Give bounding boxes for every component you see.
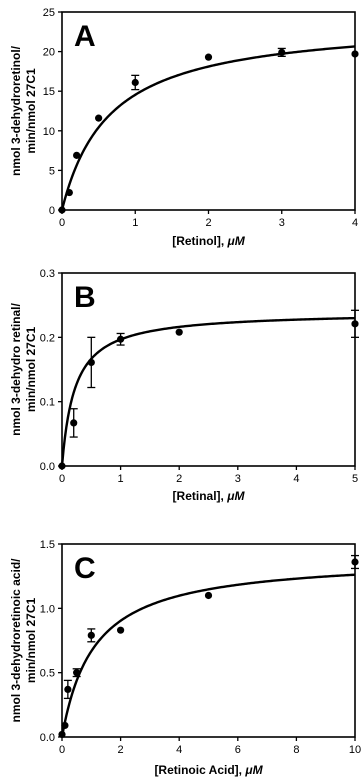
y-tick-label: 10 [43, 126, 55, 138]
data-point [87, 358, 95, 367]
data-point [70, 419, 78, 427]
x-tick-label: 6 [235, 744, 241, 756]
data-point [278, 48, 286, 56]
data-point [87, 631, 95, 639]
x-tick-label: 8 [293, 744, 299, 756]
y-tick-label: 0 [49, 205, 55, 217]
panel-label: C [74, 552, 96, 585]
fit-curve [60, 316, 356, 467]
fit-curve [60, 45, 356, 211]
y-tick-label: 1.0 [40, 603, 55, 615]
data-point [117, 335, 125, 343]
data-point [58, 462, 66, 470]
data-point [175, 328, 183, 336]
data-point [61, 721, 69, 730]
data-point [351, 320, 359, 328]
y-tick-label: 0.0 [40, 732, 55, 744]
x-tick-label: 0 [59, 217, 65, 229]
x-tick-label: 2 [205, 217, 211, 229]
x-tick-label: 5 [352, 473, 358, 485]
y-axis-label-line-2: min/nmol 27C1 [24, 598, 38, 684]
x-tick-label: 2 [118, 744, 124, 756]
data-point [117, 626, 125, 634]
x-tick-label: 2 [176, 473, 182, 485]
x-tick-label: 0 [59, 473, 65, 485]
data-point [65, 188, 73, 197]
y-tick-label: 25 [43, 7, 55, 19]
y-axis-label-line-1: nmol 3-dehydro retinal/ [9, 302, 23, 435]
y-tick-label: 1.5 [40, 539, 55, 551]
y-tick-label: 0.2 [40, 332, 55, 344]
x-tick-label: 4 [176, 744, 182, 756]
y-tick-label: 5 [49, 165, 55, 177]
y-tick-label: 15 [43, 86, 55, 98]
x-tick-label: 10 [349, 744, 361, 756]
y-axis-label-line-2: min/nmol 27C1 [24, 68, 38, 154]
x-axis-label: [Retinoic Acid], μM [154, 763, 263, 777]
y-tick-label: 0.1 [40, 397, 55, 409]
x-tick-label: 1 [132, 217, 138, 229]
y-axis-label-line-2: min/nmol 27C1 [24, 327, 38, 413]
data-point [204, 53, 213, 61]
data-point [58, 206, 66, 214]
x-tick-label: 3 [279, 217, 285, 229]
x-axis-label: [Retinol], μM [172, 234, 246, 248]
x-axis-label: [Retinal], μM [173, 489, 246, 503]
panel-label: A [74, 20, 96, 53]
data-point [131, 78, 139, 87]
x-tick-label: 4 [352, 217, 358, 229]
plot-frame [61, 272, 356, 467]
y-tick-label: 20 [43, 47, 55, 59]
data-point [351, 50, 359, 58]
x-tick-label: 4 [293, 473, 299, 485]
data-point [73, 669, 81, 677]
data-point [95, 114, 103, 122]
data-point [351, 558, 359, 566]
y-tick-label: 0.3 [40, 268, 55, 280]
chart-panel-c: 0 2 4 6 8 10 0.0 0.5 1.0 1.5 [Retinoic Acid], μM nm… [9, 539, 361, 777]
plot-frame [61, 11, 356, 211]
plot-frame [61, 543, 356, 738]
chart-panel-a: 0 1 2 3 4 0 5 10 15 20 25 [Retinol], μM nmol 3-dehyd… [9, 7, 359, 248]
x-tick-label: 3 [235, 473, 241, 485]
x-tick-label: 0 [59, 744, 65, 756]
y-tick-label: 0.5 [40, 668, 55, 680]
data-point [204, 591, 213, 600]
y-tick-label: 0.0 [40, 461, 55, 473]
y-axis-label-line-1: nmol 3-dehydroretinoic acid/ [9, 558, 23, 723]
x-tick-label: 1 [118, 473, 124, 485]
data-point [64, 685, 72, 693]
panel-label: B [74, 281, 96, 314]
data-point [73, 151, 81, 159]
y-axis-label-line-1: nmol 3-dehydroretinol/ [9, 45, 23, 176]
chart-panel-b: 0 1 2 3 4 5 0.0 0.1 0.2 0.3 [Retinal], μM nmol 3-de… [9, 268, 359, 503]
data-point [58, 730, 66, 739]
fit-curve [60, 573, 356, 738]
